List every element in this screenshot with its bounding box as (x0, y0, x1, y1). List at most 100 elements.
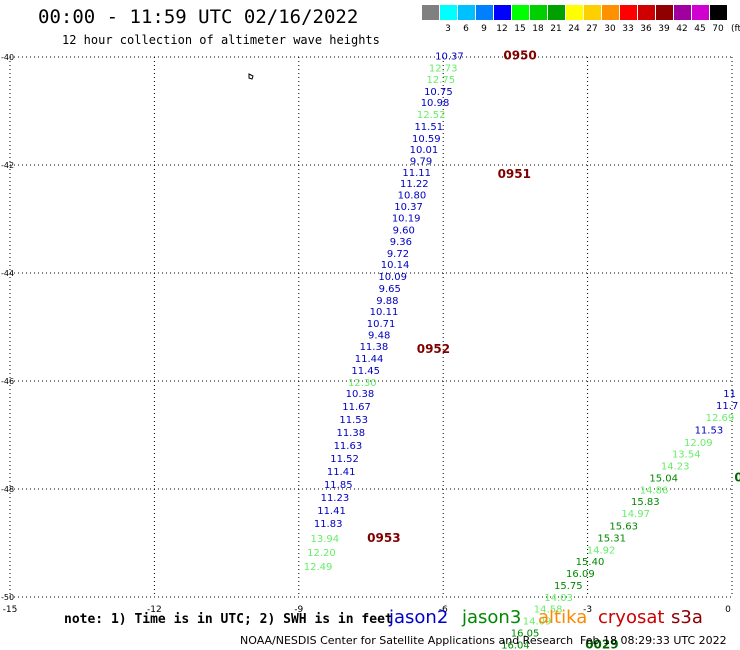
swh-value: 11.83 (314, 519, 343, 530)
colorbar-label: 6 (463, 24, 469, 34)
satellite-label-cryosat: cryosat (598, 607, 665, 628)
colorbar-label: 18 (532, 24, 544, 34)
page-subtitle: 12 hour collection of altimeter wave hei… (62, 33, 380, 47)
swh-value: 12.30 (348, 378, 377, 389)
swh-value: 11.41 (317, 506, 346, 517)
swh-value: 11.7 (716, 401, 738, 412)
swh-value: 10.19 (392, 214, 421, 225)
swh-value: 14.09 (523, 617, 552, 628)
colorbar-label: 33 (622, 24, 634, 34)
colorbar-label: 3 (445, 24, 451, 34)
swh-value: 16.04 (501, 640, 530, 650)
pass-time-label: 0029 (585, 637, 618, 650)
swh-value: 13.94 (310, 534, 339, 545)
swh-value: 14.86 (640, 485, 669, 496)
swh-value: 11.41 (327, 467, 356, 478)
satellite-label-altika: altika (538, 607, 588, 628)
swh-value: 12.52 (417, 110, 446, 121)
swh-value: 16.05 (511, 628, 540, 639)
satellite-label-jason2: jason2 (389, 607, 449, 628)
swh-value: 9.72 (387, 249, 409, 260)
colorbar-swatch (692, 5, 709, 20)
colorbar-swatch (584, 5, 601, 20)
swh-value: 10.37 (394, 202, 423, 213)
colorbar-label: 24 (568, 24, 580, 34)
swh-value: 14.58 (534, 605, 563, 616)
swh-value: 14.92 (587, 545, 616, 556)
colorbar-swatch (710, 5, 727, 20)
satellite-label-jason3: jason3 (462, 607, 522, 628)
pass-time-label: 0951 (498, 167, 531, 181)
swh-value: 11.45 (351, 366, 380, 377)
swh-value: 10.75 (424, 87, 453, 98)
swh-value: 10.09 (378, 272, 407, 283)
swh-value: 15.04 (649, 473, 678, 484)
swh-value: 10.80 (398, 190, 427, 201)
lat-tick-label: -44 (1, 269, 14, 278)
colorbar-swatch (422, 5, 439, 20)
colorbar-swatch (602, 5, 619, 20)
swh-value: 10.38 (346, 389, 375, 400)
swh-value: 15.31 (597, 533, 626, 544)
colorbar-swatch (458, 5, 475, 20)
pass-time-label: 0950 (503, 49, 536, 63)
swh-value: 16.09 (566, 569, 595, 580)
swh-value: 15.83 (631, 497, 660, 508)
swh-value: 11.53 (695, 425, 724, 436)
colorbar-swatch (530, 5, 547, 20)
swh-value: 13.54 (672, 450, 701, 461)
colorbar-label: 39 (658, 24, 670, 34)
lon-tick-label: 0 (725, 605, 731, 615)
swh-value: 11.38 (336, 428, 365, 439)
lat-tick-label: -50 (1, 593, 14, 602)
colorbar-swatch (512, 5, 529, 20)
colorbar-swatch (620, 5, 637, 20)
lon-tick-label: -9 (294, 605, 303, 615)
pass-time-label: 0030 (734, 470, 740, 484)
swh-value: 11.53 (339, 415, 368, 426)
swh-value: 11.51 (414, 122, 443, 133)
colorbar-swatch (476, 5, 493, 20)
swh-value: 9.79 (410, 156, 432, 167)
swh-value: 12.09 (684, 438, 713, 449)
swh-value: 11.22 (400, 179, 429, 190)
satellite-label-s3a: s3a (671, 607, 703, 628)
swh-value: 11.38 (360, 342, 389, 353)
swh-value: 9.48 (368, 330, 390, 341)
swh-value: 10.98 (421, 98, 450, 109)
swh-value: 9.88 (376, 296, 398, 307)
swh-value: 11.11 (402, 168, 431, 179)
footer-note: note: 1) Time is in UTC; 2) SWH is in fe… (64, 612, 393, 627)
colorbar-label: 12 (496, 24, 508, 34)
swh-value: 15.40 (576, 557, 605, 568)
lon-tick-label: -12 (147, 605, 162, 615)
swh-value: 9.36 (390, 237, 412, 248)
lat-tick-label: -46 (1, 377, 14, 386)
colorbar-label: 70 (712, 24, 724, 34)
swh-value: 10.11 (370, 307, 399, 318)
swh-value: 15.63 (609, 522, 638, 533)
swh-value: 12.69 (706, 413, 735, 424)
swh-value: 12.75 (426, 75, 455, 86)
swh-value: 10.71 (367, 319, 396, 330)
swh-value: 10.59 (412, 134, 441, 145)
swh-value: 14.97 (621, 509, 650, 520)
swh-value: 11.23 (321, 493, 350, 504)
colorbar-label: 36 (640, 24, 652, 34)
colorbar-label: 42 (676, 24, 688, 34)
swh-value: 11.52 (330, 454, 359, 465)
colorbar-label: 27 (586, 24, 598, 34)
colorbar-swatch (548, 5, 565, 20)
colorbar-label: 30 (604, 24, 616, 34)
colorbar-swatch (566, 5, 583, 20)
lon-tick-label: -15 (3, 605, 18, 615)
swh-value: 11.44 (355, 354, 384, 365)
swh-value: 9.60 (393, 226, 415, 237)
swh-value: 14.03 (544, 593, 573, 604)
swh-value: 11.85 (324, 480, 353, 491)
colorbar-unit: (ft) (731, 24, 740, 34)
pass-time-label: 0953 (367, 531, 400, 545)
swh-value: 12.73 (429, 64, 458, 75)
swh-value: 11 (723, 389, 736, 400)
swh-value: 11.67 (342, 402, 371, 413)
